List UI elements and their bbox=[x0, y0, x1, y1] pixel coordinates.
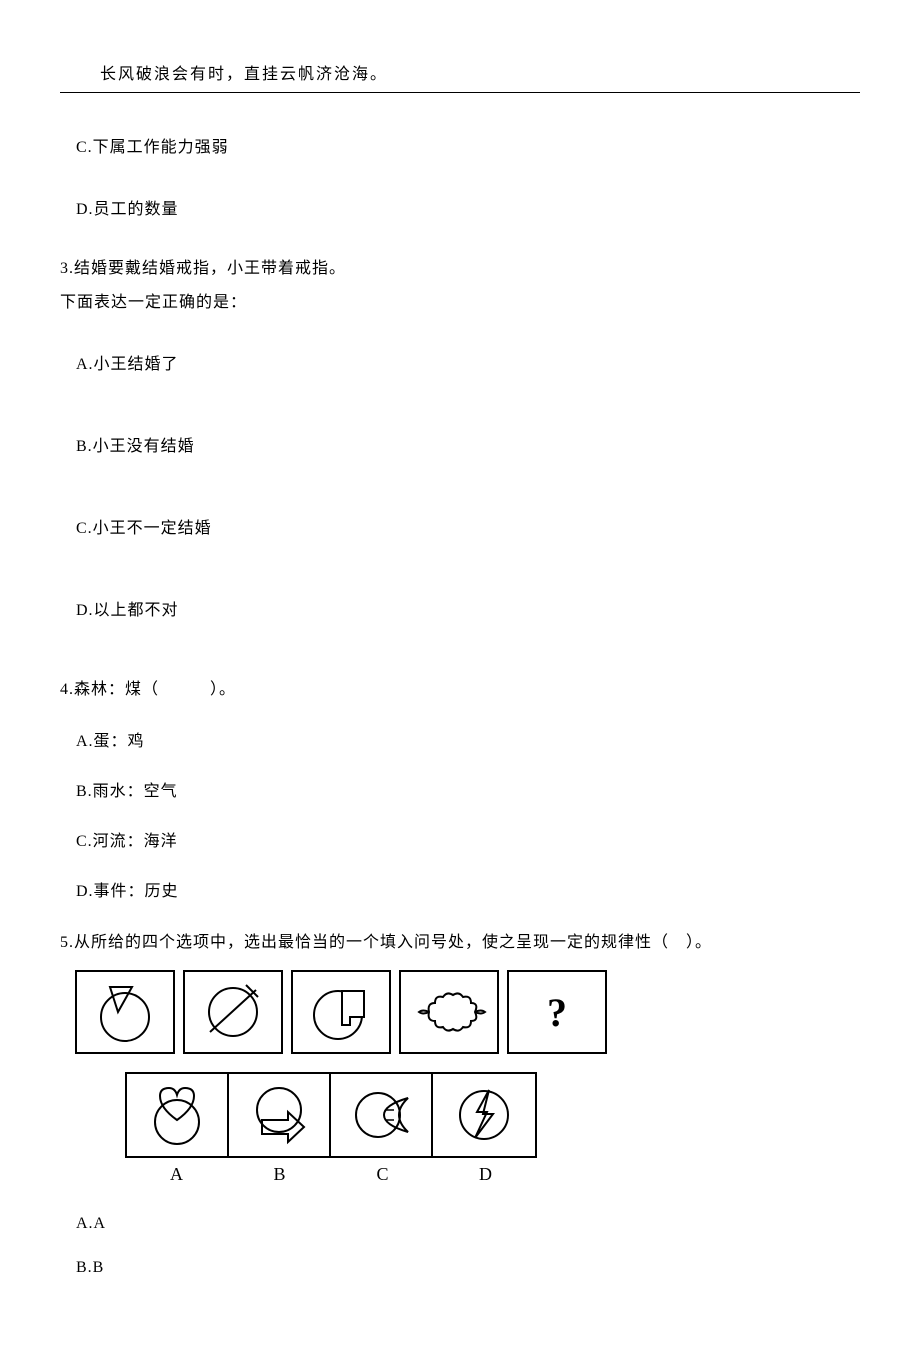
q4-option-c: C.河流：海洋 bbox=[60, 827, 860, 851]
q5-option-b: B.B bbox=[60, 1259, 860, 1277]
q5-figure: ? bbox=[60, 970, 860, 1185]
label-a: A bbox=[125, 1164, 228, 1185]
header-quote: 长风破浪会有时，直挂云帆济沧海。 bbox=[60, 60, 860, 93]
q5-block: 5.从所给的四个选项中，选出最恰当的一个填入问号处，使之呈现一定的规律性（ ）。 bbox=[60, 931, 860, 1277]
q2-option-c: C.下属工作能力强弱 bbox=[60, 133, 860, 157]
q4-option-a: A.蛋：鸡 bbox=[60, 727, 860, 751]
q5-answer-labels: A B C D bbox=[75, 1164, 860, 1185]
q2-option-d: D.员工的数量 bbox=[60, 195, 860, 219]
label-d: D bbox=[434, 1164, 537, 1185]
q3-option-c: C.小王不一定结婚 bbox=[60, 514, 860, 538]
q3-block: 3.结婚要戴结婚戒指，小王带着戒指。 下面表达一定正确的是： A.小王结婚了 B… bbox=[60, 257, 860, 620]
question-mark-icon: ? bbox=[547, 989, 567, 1036]
q5-sequence-row: ? bbox=[75, 970, 860, 1054]
seq-box-2 bbox=[183, 970, 283, 1054]
q5-option-a: A.A bbox=[60, 1215, 860, 1233]
q3-option-d: D.以上都不对 bbox=[60, 596, 860, 620]
q5-answer-row bbox=[125, 1072, 537, 1158]
q4-option-b: B.雨水：空气 bbox=[60, 777, 860, 801]
q4-stem: 4.森林：煤（ ）。 bbox=[60, 678, 860, 702]
q5-stem: 5.从所给的四个选项中，选出最恰当的一个填入问号处，使之呈现一定的规律性（ ）。 bbox=[60, 931, 860, 955]
ans-box-b bbox=[229, 1074, 331, 1156]
seq-box-3 bbox=[291, 970, 391, 1054]
label-b: B bbox=[228, 1164, 331, 1185]
q4-option-d: D.事件：历史 bbox=[60, 877, 860, 901]
seq-box-4 bbox=[399, 970, 499, 1054]
label-c: C bbox=[331, 1164, 434, 1185]
ans-box-a bbox=[127, 1074, 229, 1156]
q3-stem-1: 3.结婚要戴结婚戒指，小王带着戒指。 bbox=[60, 257, 860, 281]
q4-block: 4.森林：煤（ ）。 A.蛋：鸡 B.雨水：空气 C.河流：海洋 D.事件：历史 bbox=[60, 678, 860, 901]
q3-option-a: A.小王结婚了 bbox=[60, 350, 860, 374]
q3-stem-2: 下面表达一定正确的是： bbox=[60, 291, 860, 315]
seq-box-5: ? bbox=[507, 970, 607, 1054]
seq-box-1 bbox=[75, 970, 175, 1054]
q2-remainder: C.下属工作能力强弱 D.员工的数量 bbox=[60, 133, 860, 219]
ans-box-d bbox=[433, 1074, 535, 1156]
ans-box-c bbox=[331, 1074, 433, 1156]
q3-option-b: B.小王没有结婚 bbox=[60, 432, 860, 456]
